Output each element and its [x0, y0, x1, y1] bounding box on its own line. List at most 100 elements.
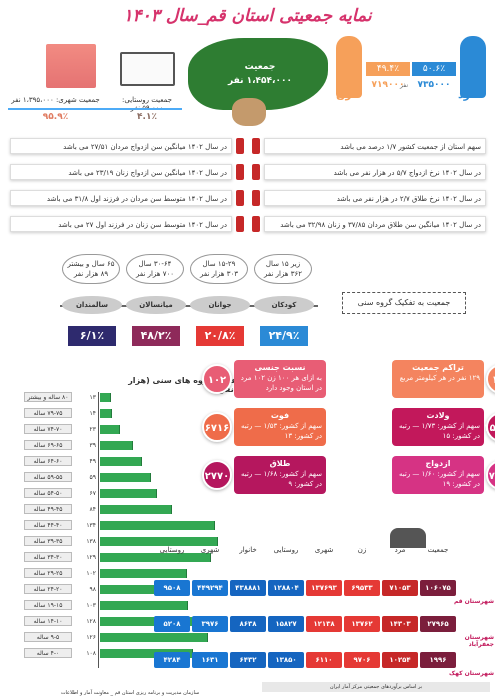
table-cell: ۱۶۳۱ [192, 652, 228, 668]
pyramid-age-label: ۵۹-۵۵ ساله [24, 472, 72, 482]
table-cell: ۱۰۲۵۴ [382, 652, 418, 668]
arrow-icon [236, 164, 244, 180]
table-row-label: شهرستان قم [453, 598, 494, 605]
card-text: به ازای هر ۱۰۰ زن ۱۰۲ مرد در استان وجود … [240, 374, 322, 392]
pyramid-value: ۴۹ [89, 458, 96, 465]
pyramid-bar [100, 473, 151, 482]
pyramid-age-label: ۷۹-۷۵ ساله [24, 408, 72, 418]
men-pct: ۵۰.۶٪ [412, 62, 456, 76]
urban-pct: ۹۵.۹٪ [42, 112, 69, 122]
pyramid-value: ۱۳۸ [86, 538, 96, 545]
age-group-name: جوانان [190, 296, 250, 314]
card-title: فوت [270, 411, 290, 420]
table-cell: ۱۵۸۲۷ [268, 616, 304, 632]
footer-right: بر اساس برآوردهای جمعیتی مرکز آمار ایران [262, 682, 490, 692]
pyramid-value: ۱۲۹ [86, 554, 96, 561]
age-group-caption: جمعیت به تفکیک گروه سنی [342, 292, 466, 314]
age-group-pct: ۴۸/۲٪ [132, 326, 180, 346]
table-cell: ۱۰۶۰۷۵ [420, 580, 456, 596]
pyramid-row: ۵۹-۵۵ ساله ۵۹ [0, 472, 300, 483]
table-cell: ۴۳۸۸۸۱ [230, 580, 266, 596]
province-map-sub [232, 98, 266, 126]
arrow-icon [236, 190, 244, 206]
stat-row-left: در سال ۱۴۰۲ متوسط سن مردان در فرزند اول … [10, 190, 232, 206]
pyramid-age-label: ۷۴-۷۰ ساله [24, 424, 72, 434]
arrow-icon [252, 164, 260, 180]
table-header: شهری [314, 546, 334, 554]
pyramid-bar [100, 409, 112, 418]
stat-row-left: در سال ۱۴۰۲ متوسط سن زنان در فرزند اول ۲… [10, 216, 232, 232]
card-title: ولادت [426, 411, 450, 420]
card-title: طلاق [269, 459, 291, 468]
pyramid-age-label: ۳۹-۳۵ ساله [24, 536, 72, 546]
card-title: ازدواج [425, 459, 451, 468]
pyramid-value: ۱۰۳ [86, 602, 96, 609]
age-count: ۸۹ هزار نفر [73, 270, 109, 278]
table-cell: ۱۳۷۶۲ [344, 616, 380, 632]
pyramid-bar [100, 441, 133, 450]
women-title: زن [336, 88, 352, 101]
card-title: نسبت جنسی [254, 363, 306, 372]
table-cell: ۶۱۱۰ [306, 652, 342, 668]
table-header: مرد [394, 546, 406, 554]
pyramid-bar [100, 537, 218, 546]
pyramid-row: ۴۹-۴۵ ساله ۸۴ [0, 504, 300, 515]
pyramid-age-label: ۶۹-۶۵ ساله [24, 440, 72, 450]
table-cell: ۶۴۳۲ [230, 652, 266, 668]
city-icon [46, 44, 96, 88]
table-header: خانوار [239, 546, 257, 554]
pyramid-row: ۷۴-۷۰ ساله ۲۳ [0, 424, 300, 435]
indicator-card: نسبت جنسی به ازای هر ۱۰۰ زن ۱۰۲ مرد در اس… [234, 360, 326, 398]
arrow-icon [236, 138, 244, 154]
age-range: زیر ۱۵ سال [265, 260, 301, 268]
county-table: جمعیت مرد زن شهری روستایی خانوار شهری روستایی ۱۰… [154, 540, 495, 680]
pyramid-value: ۵۹ [89, 474, 96, 481]
pop-value: ۱،۴۵۴،۰۰۰ نفر [228, 76, 292, 86]
arrow-icon [236, 216, 244, 232]
indicator-card: تراکم جمعیت ۱۲۹ نفر در هر کیلومتر مربع [392, 360, 484, 398]
table-header: جمعیت [427, 546, 449, 554]
pyramid-value: ۱۳ [89, 394, 96, 401]
women-count: ۷۱۹۰۰۰ [371, 80, 405, 90]
indicator-card: فوت سهم از کشور: ۱/۵۳ — رتبه در کشور: ۱۳ [234, 408, 326, 446]
table-cell: ۴۴۹۲۹۴ [192, 580, 228, 596]
stat-row-right: در سال ۱۴۰۲ نرخ طلاق ۲/۷ در هزار نفر می … [264, 190, 486, 206]
age-bubble-children: زیر ۱۵ سال ۳۶۲ هزار نفر [254, 254, 312, 284]
age-range: ۶۵ سال و بیشتر [67, 260, 115, 268]
pyramid-bar [100, 489, 157, 498]
pyramid-value: ۹۸ [89, 586, 96, 593]
table-header: زن [357, 546, 367, 554]
rural-pct: ۴.۱٪ [137, 112, 157, 122]
age-bubble-elderly: ۶۵ سال و بیشتر ۸۹ هزار نفر [62, 254, 120, 284]
age-range: ۱۵-۲۹ سال [202, 260, 236, 268]
pyramid-value: ۳۹ [89, 442, 96, 449]
pyramid-row: ۹-۵ ساله ۱۲۶ [0, 632, 300, 643]
card-circle-value: ۱۵۳۹۸ [483, 412, 495, 442]
stat-row-left: در سال ۱۴۰۲ میانگین سن ازدواج زنان ۲۳/۱۹… [10, 164, 232, 180]
pyramid-row: ۶۹-۶۵ ساله ۳۹ [0, 440, 300, 451]
pyramid-bar [100, 393, 111, 402]
pyramid-age-label: ۴۹-۴۵ ساله [24, 504, 72, 514]
card-text: سهم از کشور: ۱/۶۸ — رتبه در کشور: ۹ [241, 470, 322, 488]
pyramid-age-label: ۵۴-۵۰ ساله [24, 488, 72, 498]
age-group-pct: ۶/۱٪ [68, 326, 116, 346]
age-group-line [60, 305, 318, 307]
total-population: جمعیت ۱،۴۵۴،۰۰۰ نفر [200, 60, 320, 88]
pyramid-age-label: ۳۴-۳۰ ساله [24, 552, 72, 562]
men-title: مرد [458, 88, 478, 101]
age-count: ۳۰۳ هزار نفر [200, 270, 238, 278]
footer-left: سازمان مدیریت و برنامه ریزی استان قم _ م… [60, 690, 200, 696]
women-pct: ۴۹.۴٪ [366, 62, 410, 76]
pyramid-age-label: ۴-۰ ساله [24, 648, 72, 658]
urban-population-label: جمعیت شهری: ۱،۳۹۵،۰۰۰ نفر [11, 96, 100, 104]
age-count: ۳۶۲ هزار نفر [264, 270, 302, 278]
pyramid-axis [98, 392, 99, 668]
table-cell: ۹۵۰۸ [154, 580, 190, 596]
table-cell: ۹۷۰۶ [344, 652, 380, 668]
table-cell: ۴۲۸۴ [154, 652, 190, 668]
arrow-icon [252, 216, 260, 232]
table-cell: ۱۳۷۶۹۳ [306, 580, 342, 596]
pyramid-age-label: ۲۴-۲۰ ساله [24, 584, 72, 594]
stat-row-right: سهم استان از جمعیت کشور ۱/۷ درصد می باشد [264, 138, 486, 154]
table-cell: ۱۲۱۳۸ [306, 616, 342, 632]
